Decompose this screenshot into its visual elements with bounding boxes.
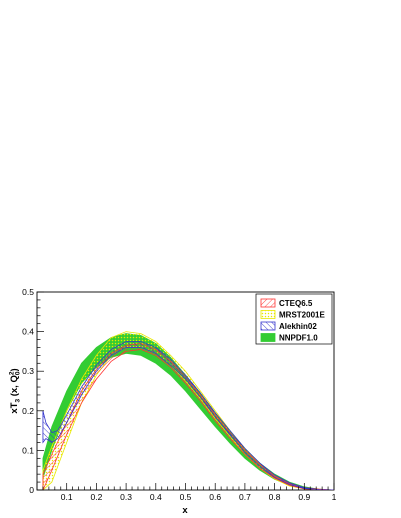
legend-label-mrst2001e: MRST2001E [279,311,325,320]
x-tick-label: 0.8 [269,492,281,502]
legend-swatch-cteq6-5 [260,298,276,308]
x-tick-label: 0.6 [209,492,221,502]
legend-label-cteq6-5: CTEQ6.5 [279,299,313,308]
x-tick-label: 0.3 [120,492,132,502]
x-tick-label: 0.1 [61,492,73,502]
legend: CTEQ6.5 MRST2001E Alekhin02 NNPDF1.0 [255,293,333,345]
band-alekhin02 [42,341,334,490]
y-tick-label: 0 [29,485,34,495]
x-axis-title: x [182,505,188,516]
y-tick-label: 0.1 [22,445,34,455]
y-axis-title-sub: 3 [15,399,22,403]
x-tick-label: 0.4 [150,492,162,502]
legend-label-alekhin02: Alekhin02 [279,322,317,331]
y-tick-label: 0.4 [22,327,34,337]
x-tick-label: 0.7 [239,492,251,502]
x-tick-label: 0.9 [298,492,310,502]
legend-label-nnpdf1-0: NNPDF1.0 [279,334,318,343]
y-tick-label: 0.5 [22,287,34,297]
legend-swatch-alekhin02 [260,321,276,331]
x-tick-label: 0.2 [90,492,102,502]
y-axis-title: xT3 (x, Q02) [9,368,22,413]
x-tick-label: 0.5 [180,492,192,502]
y-tick-label: 0.2 [22,406,34,416]
legend-swatch-mrst2001e [260,310,276,319]
legend-swatch-nnpdf1-0 [260,333,276,342]
series-bands [42,331,334,490]
x-tick-label: 1 [332,492,337,502]
y-tick-label: 0.3 [22,366,34,376]
axes: 0.1 0.2 0.3 0.4 0.5 0.6 0.7 0.8 0.9 1 0 0.1 0.2 0.3 0.… [22,287,336,502]
